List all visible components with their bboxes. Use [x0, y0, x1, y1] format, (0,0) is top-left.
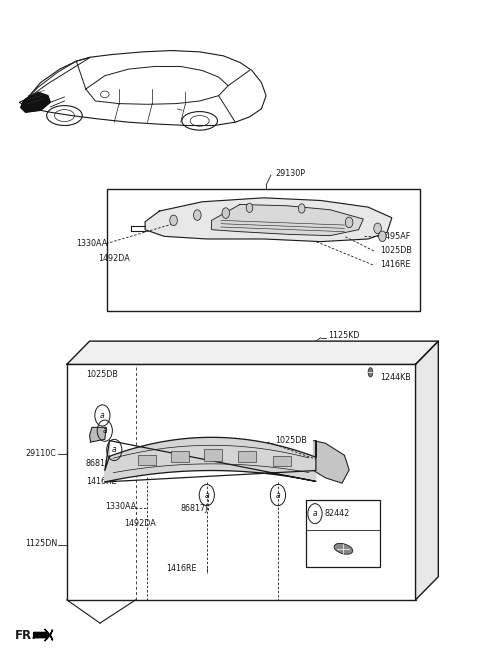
Bar: [306, 500, 380, 567]
Text: 1125DN: 1125DN: [25, 539, 58, 548]
Text: 1025DB: 1025DB: [86, 370, 118, 379]
Text: a: a: [312, 509, 317, 518]
Text: 1492DA: 1492DA: [124, 519, 156, 528]
Text: 29110C: 29110C: [25, 450, 57, 458]
Circle shape: [379, 231, 386, 242]
Bar: [171, 450, 189, 462]
Text: a: a: [102, 426, 107, 436]
Text: 82442: 82442: [324, 509, 350, 518]
Text: 1025DB: 1025DB: [380, 246, 412, 256]
Bar: [107, 189, 420, 311]
Bar: [67, 365, 416, 600]
Bar: [138, 455, 156, 465]
Text: a: a: [204, 490, 209, 500]
Polygon shape: [86, 66, 228, 104]
Text: 1025DB: 1025DB: [276, 436, 308, 445]
Circle shape: [246, 203, 253, 213]
Ellipse shape: [334, 543, 353, 554]
Text: 1330AA: 1330AA: [76, 239, 108, 248]
Polygon shape: [67, 341, 438, 365]
Text: 1416RE: 1416RE: [86, 477, 116, 486]
Polygon shape: [212, 205, 363, 235]
Circle shape: [299, 204, 305, 213]
Polygon shape: [26, 57, 91, 99]
Text: 1416RE: 1416RE: [167, 563, 197, 573]
Ellipse shape: [368, 368, 373, 377]
Circle shape: [170, 215, 178, 225]
Text: a: a: [112, 446, 117, 454]
Polygon shape: [416, 341, 438, 600]
Polygon shape: [105, 438, 316, 482]
Text: 1495AF: 1495AF: [380, 232, 410, 241]
Polygon shape: [50, 630, 53, 640]
Polygon shape: [21, 92, 50, 112]
Text: 1330AA: 1330AA: [105, 502, 136, 512]
Polygon shape: [145, 198, 392, 242]
Polygon shape: [34, 629, 50, 641]
Text: 1125KD: 1125KD: [328, 331, 359, 341]
Text: 29130P: 29130P: [276, 169, 306, 179]
Bar: [273, 456, 291, 466]
Circle shape: [345, 217, 353, 227]
Text: 86818J: 86818J: [86, 460, 113, 468]
Bar: [238, 451, 256, 462]
Polygon shape: [313, 441, 349, 483]
Bar: [204, 450, 222, 461]
Circle shape: [374, 223, 382, 233]
Text: 1416RE: 1416RE: [380, 260, 410, 270]
Text: 1244KB: 1244KB: [380, 373, 411, 382]
Circle shape: [222, 208, 229, 218]
Circle shape: [193, 210, 201, 220]
Text: 86817J: 86817J: [180, 504, 208, 513]
Text: 1492DA: 1492DA: [97, 254, 130, 264]
Text: a: a: [100, 411, 105, 420]
Polygon shape: [90, 427, 106, 442]
Text: FR.: FR.: [14, 629, 36, 642]
Text: a: a: [276, 490, 280, 500]
